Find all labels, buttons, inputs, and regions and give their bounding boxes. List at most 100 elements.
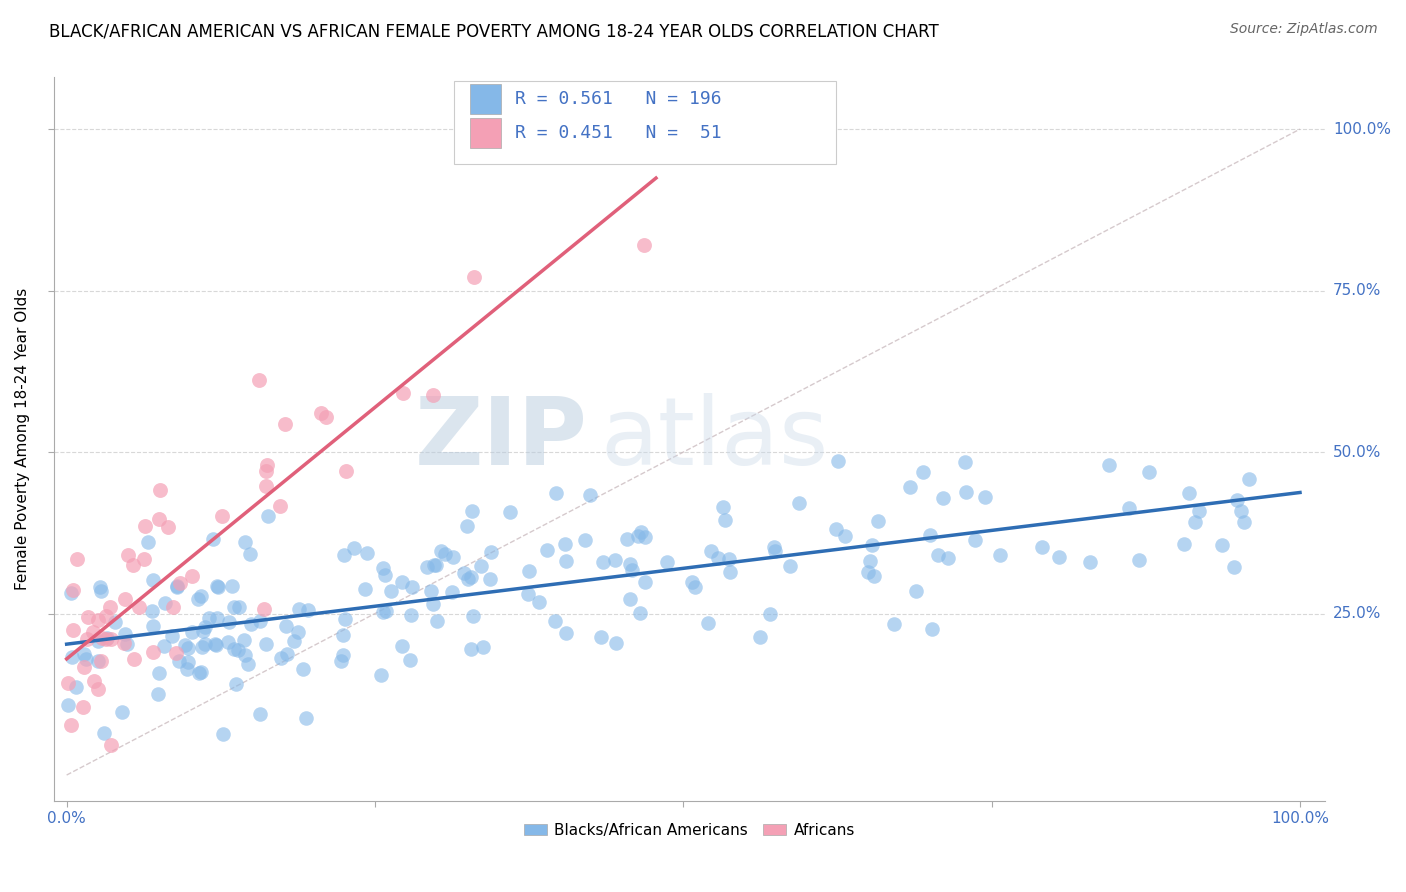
Point xyxy=(380,584,402,599)
Point xyxy=(165,646,187,660)
Point xyxy=(422,597,444,611)
Point xyxy=(1078,555,1101,569)
Point xyxy=(619,558,641,572)
Point xyxy=(114,591,136,606)
Point xyxy=(205,579,228,593)
Point xyxy=(86,681,108,696)
Point xyxy=(204,637,226,651)
Point xyxy=(554,537,576,551)
Point xyxy=(247,373,270,387)
Point xyxy=(94,632,117,647)
Point xyxy=(973,490,995,504)
Point xyxy=(633,237,655,252)
Point xyxy=(89,580,111,594)
Point xyxy=(136,535,159,549)
Point xyxy=(460,569,482,583)
Point xyxy=(217,635,239,649)
Point xyxy=(470,558,492,573)
Point xyxy=(955,485,977,500)
Point xyxy=(60,650,83,665)
Point xyxy=(988,549,1011,563)
Point xyxy=(194,637,217,651)
Point xyxy=(1128,553,1150,567)
Point xyxy=(228,643,250,657)
Point xyxy=(1188,503,1211,517)
Point xyxy=(1211,538,1233,552)
Point xyxy=(211,509,233,524)
Point xyxy=(82,624,104,639)
Point xyxy=(433,547,456,561)
Point xyxy=(1118,501,1140,516)
Point xyxy=(463,269,485,284)
Point xyxy=(399,653,422,667)
Point xyxy=(898,480,921,494)
Point xyxy=(863,569,886,583)
Point xyxy=(157,520,180,534)
Point xyxy=(191,624,214,638)
Point xyxy=(194,620,217,634)
Point xyxy=(630,524,652,539)
Point xyxy=(254,637,277,651)
Point xyxy=(425,558,447,573)
Point xyxy=(141,604,163,618)
Point xyxy=(936,550,959,565)
Point xyxy=(859,553,882,567)
Point xyxy=(748,630,770,644)
Point xyxy=(554,553,576,567)
Point xyxy=(190,665,212,679)
Point xyxy=(58,675,80,690)
Point xyxy=(83,674,105,689)
Point xyxy=(332,549,354,563)
Point xyxy=(955,455,977,469)
Point xyxy=(218,615,240,630)
Point xyxy=(169,576,191,591)
Point xyxy=(190,589,212,603)
Point xyxy=(288,601,311,615)
Point xyxy=(391,575,413,590)
Point xyxy=(283,633,305,648)
Text: Source: ZipAtlas.com: Source: ZipAtlas.com xyxy=(1230,22,1378,37)
Point xyxy=(239,616,262,631)
Point xyxy=(239,547,262,561)
Point xyxy=(759,607,782,622)
Text: ZIP: ZIP xyxy=(415,393,588,485)
Point xyxy=(128,599,150,614)
Point xyxy=(1230,504,1253,518)
Text: 75.0%: 75.0% xyxy=(1333,283,1381,298)
Point xyxy=(1226,492,1249,507)
Point xyxy=(201,532,224,546)
Point xyxy=(391,639,413,653)
Point xyxy=(329,654,352,668)
FancyBboxPatch shape xyxy=(470,84,502,114)
Point xyxy=(228,599,250,614)
Point xyxy=(198,611,221,625)
Point xyxy=(683,581,706,595)
Point xyxy=(1233,515,1256,529)
Point xyxy=(499,505,522,519)
Point xyxy=(148,666,170,681)
Point xyxy=(1031,541,1053,555)
Point xyxy=(416,559,439,574)
Point xyxy=(180,624,202,639)
Point xyxy=(921,623,943,637)
Point xyxy=(93,726,115,740)
Point xyxy=(374,568,396,582)
Point xyxy=(287,625,309,640)
Point xyxy=(517,587,540,601)
Point xyxy=(422,388,444,402)
Point xyxy=(274,417,297,431)
Text: R = 0.451   N =  51: R = 0.451 N = 51 xyxy=(516,124,723,142)
Point xyxy=(276,619,298,633)
Point xyxy=(789,496,811,510)
Point xyxy=(315,410,337,425)
Point xyxy=(589,630,612,644)
Point xyxy=(456,519,478,533)
Point xyxy=(332,648,354,662)
Text: R = 0.561   N = 196: R = 0.561 N = 196 xyxy=(516,90,723,108)
Point xyxy=(681,575,703,590)
Point xyxy=(628,606,651,620)
Point xyxy=(834,529,856,543)
Point xyxy=(176,641,198,656)
Point xyxy=(73,647,96,661)
Point xyxy=(714,512,737,526)
